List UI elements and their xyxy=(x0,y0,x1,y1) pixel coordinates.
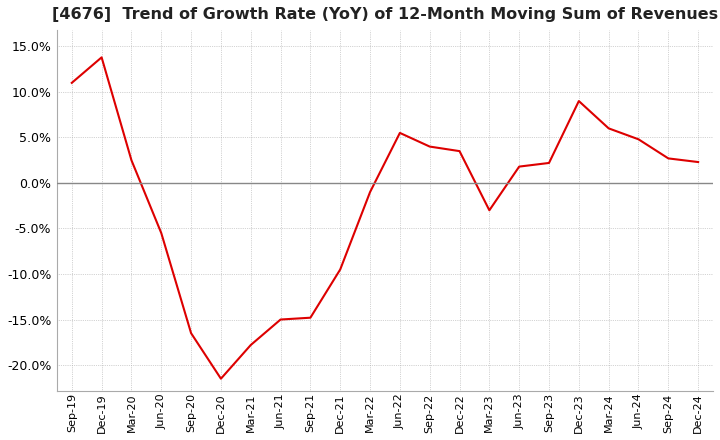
Title: [4676]  Trend of Growth Rate (YoY) of 12-Month Moving Sum of Revenues: [4676] Trend of Growth Rate (YoY) of 12-… xyxy=(52,7,718,22)
